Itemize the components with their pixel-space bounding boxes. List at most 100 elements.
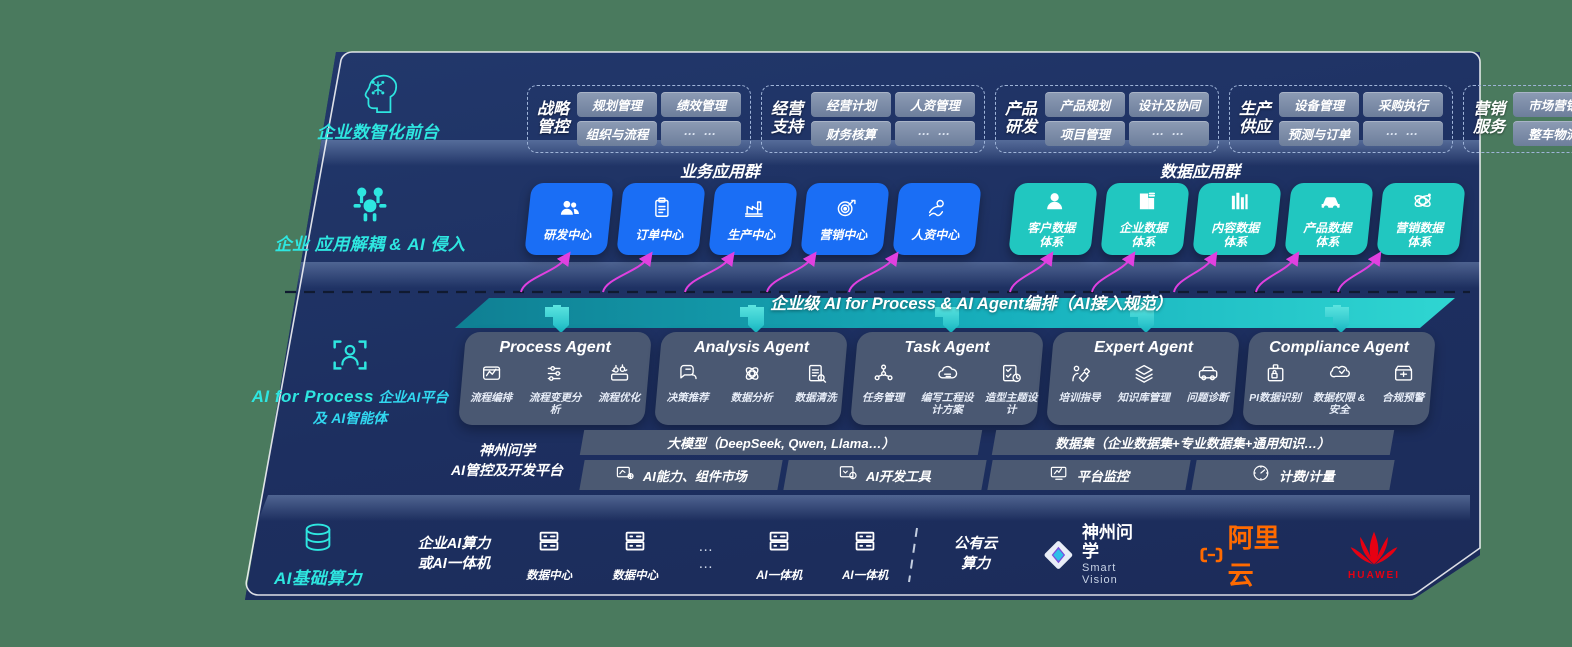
governance-chip-4-2[interactable]: 整车物流 (1513, 121, 1572, 146)
app-card-label: 人资中心 (911, 227, 960, 242)
market-icon (615, 463, 635, 488)
person-scan-icon (333, 340, 367, 370)
ai-platform-strip: 神州问学 AI管控及开发平台 大模型（DeepSeek, Qwen, Llama… (432, 430, 1395, 492)
data-clean-icon (804, 362, 827, 390)
app-card-data-3[interactable]: 产品数据 体系 (1284, 183, 1374, 255)
platform-tool-1[interactable]: AI开发工具 (783, 460, 987, 490)
agent-capability-label: 流程变更分析 (528, 392, 582, 417)
agent-capability-4-1[interactable]: 数据权限 & 安全 (1310, 362, 1368, 416)
agent-capability-2-2[interactable]: 造型主题设计 (982, 362, 1040, 416)
layer-label-front: 企业数智化前台 (278, 68, 478, 145)
app-card-biz-2[interactable]: 生产中心 (708, 183, 798, 255)
app-card-label: 生产中心 (727, 227, 776, 242)
layer-aiproc-subtitle2: AI智能体 (331, 409, 388, 426)
vendor-sv-name-cn: 神州问学 (1082, 523, 1134, 561)
governance-chip-3-0[interactable]: 设备管理 (1279, 92, 1360, 117)
agent-name: Process Agent (499, 339, 611, 356)
agent-capability-label: 任务管理 (862, 392, 905, 404)
agent-card-0[interactable]: Process Agent 流程编排 流程变更分析 流程优化 (457, 332, 653, 425)
agent-capability-label: 流程优化 (598, 392, 641, 404)
dataset-bar-label: 数据集（企业数据集+专业数据集+通用知识…） (1055, 436, 1331, 451)
governance-chip-2-3[interactable]: … … (1129, 121, 1210, 146)
platform-tool-3[interactable]: 计费/计量 (1191, 460, 1395, 490)
app-card-label: 产品数据 体系 (1303, 220, 1352, 249)
layer-decouple-subtitle: & AI 侵入 (389, 235, 466, 254)
agent-capability-1-2[interactable]: 数据清洗 (787, 362, 845, 404)
layer-label-ai-process: AI for Process 企业AI平台及 AI智能体 (250, 332, 450, 429)
governance-chip-1-2[interactable]: 财务核算 (811, 121, 892, 146)
agent-card-2[interactable]: Task Agent 任务管理 编写工程设计方案 造型主题设计 (849, 332, 1045, 425)
governance-chip-3-3[interactable]: … … (1363, 121, 1444, 146)
app-card-data-2[interactable]: 内容数据 体系 (1192, 183, 1282, 255)
governance-chip-2-0[interactable]: 产品规划 (1045, 92, 1126, 117)
platform-tool-label: AI开发工具 (866, 468, 932, 484)
governance-chip-3-2[interactable]: 预测与订单 (1279, 121, 1360, 146)
enterprise-compute-label: 企业AI算力 或AI一体机 (417, 536, 491, 572)
platform-tool-0[interactable]: AI能力、组件市场 (579, 460, 783, 490)
app-card-data-1[interactable]: 企业数据 体系 (1100, 183, 1190, 255)
platform-tool-label: 计费/计量 (1279, 468, 1335, 484)
archive-alert-icon (1392, 362, 1415, 390)
vendor-smart-vision[interactable]: 神州问学 Smart Vision (1042, 523, 1143, 586)
agent-capability-2-0[interactable]: 任务管理 (854, 362, 912, 416)
agent-capability-0-2[interactable]: 流程优化 (590, 362, 648, 416)
model-bar[interactable]: 大模型（DeepSeek, Qwen, Llama…） (579, 430, 983, 455)
agent-capability-3-1[interactable]: 知识库管理 (1115, 362, 1173, 404)
governance-chip-1-3[interactable]: … … (895, 121, 976, 146)
agent-capability-4-0[interactable]: PI数据识别 (1246, 362, 1304, 416)
vendor-huawei[interactable]: HUAWEI (1348, 529, 1400, 581)
agent-card-3[interactable]: Expert Agent 培训指导 知识库管理 问题诊断 (1045, 332, 1241, 425)
infra-node-0[interactable]: 数据中心 (526, 528, 572, 583)
governance-group-1[interactable]: 经营 支持 经营计划 人资管理 财务核算… … (761, 85, 986, 153)
governance-chip-0-1[interactable]: 绩效管理 (661, 92, 742, 117)
app-card-data-4[interactable]: 营销数据 体系 (1376, 183, 1466, 255)
platform-tool-2[interactable]: 平台监控 (987, 460, 1191, 490)
governance-chip-1-1[interactable]: 人资管理 (895, 92, 976, 117)
agent-capability-0-1[interactable]: 流程变更分析 (526, 362, 584, 416)
band-separator-2 (290, 262, 1480, 288)
agent-capability-4-2[interactable]: 合规预警 (1374, 362, 1432, 416)
app-card-biz-0[interactable]: 研发中心 (524, 183, 614, 255)
governance-group-3[interactable]: 生产 供应 设备管理 采购执行 预测与订单… … (1229, 85, 1454, 153)
governance-chip-0-0[interactable]: 规划管理 (577, 92, 658, 117)
agent-capability-0-0[interactable]: 流程编排 (462, 362, 520, 416)
agent-capability-3-0[interactable]: 培训指导 (1051, 362, 1109, 404)
agent-capability-1-0[interactable]: 决策推荐 (659, 362, 717, 404)
shield-cloud-icon (1328, 362, 1351, 390)
agent-card-4[interactable]: Compliance Agent PI数据识别 数据权限 & 安全 合规预警 (1241, 332, 1437, 425)
governance-group-title: 经营 支持 (771, 100, 804, 136)
agent-capability-label: 知识库管理 (1117, 392, 1170, 404)
agent-capability-3-2[interactable]: 问题诊断 (1179, 362, 1237, 404)
governance-chip-1-0[interactable]: 经营计划 (811, 92, 892, 117)
dataset-bar[interactable]: 数据集（企业数据集+专业数据集+通用知识…） (991, 430, 1395, 455)
governance-group-0[interactable]: 战略 管控 规划管理 绩效管理 组织与流程… … (527, 85, 752, 153)
agent-capability-2-1[interactable]: 编写工程设计方案 (918, 362, 976, 416)
infra-node-3[interactable]: AI一体机 (756, 528, 802, 583)
aliyun-mark-icon (1200, 547, 1223, 563)
monitor-icon (1049, 463, 1069, 488)
governance-chip-2-2[interactable]: 项目管理 (1045, 121, 1126, 146)
agent-capability-1-1[interactable]: 数据分析 (723, 362, 781, 404)
infra-node-4[interactable]: AI一体机 (842, 528, 888, 583)
infra-node-1[interactable]: 数据中心 (612, 528, 658, 583)
app-card-label: 订单中心 (635, 227, 684, 242)
governance-chip-0-2[interactable]: 组织与流程 (577, 121, 658, 146)
app-card-biz-1[interactable]: 订单中心 (616, 183, 706, 255)
agent-card-1[interactable]: Analysis Agent 决策推荐 数据分析 数据清洗 (653, 332, 849, 425)
meter-icon (1251, 463, 1271, 488)
governance-group-2[interactable]: 产品 研发 产品规划 设计及协同 项目管理… … (995, 85, 1220, 153)
governance-chip-3-1[interactable]: 采购执行 (1363, 92, 1444, 117)
governance-chip-4-0[interactable]: 市场营销 (1513, 92, 1572, 117)
layer-aiproc-title: AI for Process (251, 387, 374, 406)
app-card-biz-4[interactable]: 人资中心 (892, 183, 982, 255)
governance-chip-0-3[interactable]: … … (661, 121, 742, 146)
layer-label-decouple: 企业 应用解耦 & AI 侵入 (270, 182, 470, 257)
infra-node-label: 数据中心 (612, 569, 659, 582)
app-card-biz-3[interactable]: 营销中心 (800, 183, 890, 255)
app-card-data-0[interactable]: 客户数据 体系 (1008, 183, 1098, 255)
agent-capability-label: PI数据识别 (1249, 392, 1302, 404)
app-card-label: 研发中心 (543, 227, 592, 242)
governance-chip-2-1[interactable]: 设计及协同 (1129, 92, 1210, 117)
vendor-aliyun[interactable]: 阿里云 (1199, 518, 1292, 592)
